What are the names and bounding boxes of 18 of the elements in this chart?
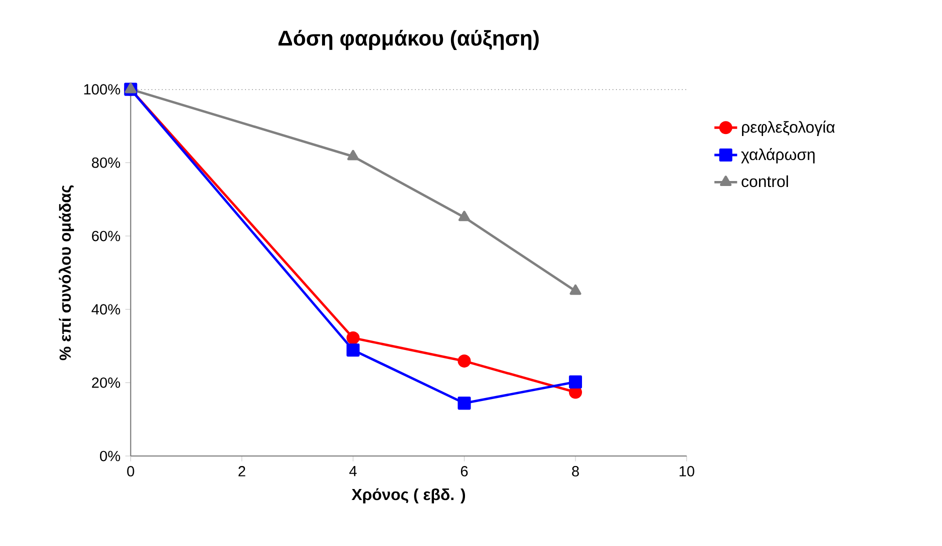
x-tick-label: 6 <box>460 466 468 476</box>
x-tick-label: 8 <box>572 466 579 476</box>
x-axis-title: Χρόνος ( εβδ. ) <box>352 488 466 504</box>
x-tick-label: 2 <box>238 466 246 476</box>
x-tick-label: 0 <box>127 466 134 476</box>
x-tick-label: 4 <box>349 466 357 476</box>
x-tick-label: 10 <box>680 466 694 476</box>
chart-title: Δόση φαρμάκου (αύξηση) <box>278 30 539 50</box>
y-tick-label: 20% <box>92 377 120 388</box>
y-tick-label: 60% <box>92 230 120 242</box>
legend-label: χαλάρωση <box>741 148 815 164</box>
y-tick-label: 0% <box>100 450 120 462</box>
y-tick-label: 40% <box>92 304 120 315</box>
legend-label: control <box>742 175 788 188</box>
y-tick-label: 100% <box>84 84 120 95</box>
y-axis-title: % επί συνόλου ομάδας <box>58 185 74 360</box>
y-tick-label: 80% <box>92 157 120 168</box>
legend-label: ρεφλεξολογία <box>742 120 835 136</box>
